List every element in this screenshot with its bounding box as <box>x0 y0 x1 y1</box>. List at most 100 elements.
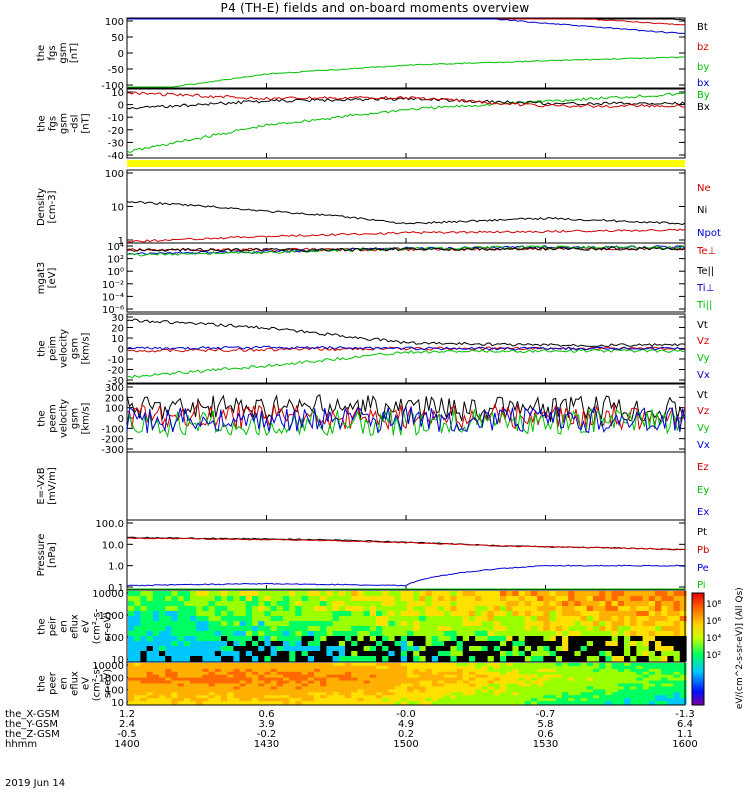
spectrogram-cell <box>599 601 606 607</box>
spectrogram-cell <box>221 606 228 612</box>
spectrogram-cell <box>183 606 191 612</box>
spectrogram-cell <box>345 606 352 612</box>
spectrogram-cell <box>326 616 334 622</box>
spectrogram-cell <box>351 689 358 693</box>
spectrogram-cell <box>233 663 241 667</box>
spectrogram-cell <box>134 656 141 662</box>
spectrogram-cell <box>214 680 222 685</box>
spectrogram-cell <box>171 668 179 673</box>
spectrogram-cell <box>326 663 334 667</box>
spectrogram-cell <box>543 674 551 679</box>
spectrogram-cell <box>630 677 637 682</box>
spectrogram-cell <box>431 698 439 702</box>
spectrogram-cell <box>214 683 222 687</box>
spectrogram-cell <box>493 626 501 632</box>
spectrogram-cell <box>264 663 272 667</box>
spectrogram-cell <box>208 631 216 637</box>
spectrogram-cell <box>599 668 606 673</box>
spectrogram-cell <box>444 671 451 676</box>
spectrogram-cell <box>667 641 675 647</box>
spectrogram-cell <box>574 689 582 693</box>
spectrogram-cell <box>190 689 197 693</box>
spectrogram-cell <box>537 686 544 690</box>
spectrogram-cell <box>624 686 631 690</box>
spectrogram-cell <box>431 616 439 622</box>
spectrogram-cell <box>146 698 154 702</box>
spectrogram-cell <box>407 636 414 642</box>
spectrogram-cell <box>673 671 681 676</box>
spectrogram-cell <box>462 680 470 685</box>
spectrogram-cell <box>128 686 135 690</box>
spectrogram-cell <box>450 680 458 685</box>
spectrogram-cell <box>289 596 296 602</box>
spectrogram-cell <box>537 668 544 673</box>
spectrogram-cell <box>258 674 265 679</box>
spectrogram-cell <box>506 616 513 622</box>
spectrogram-cell <box>357 674 365 679</box>
spectrogram-cell <box>165 591 172 597</box>
spectrogram-cell <box>146 626 154 632</box>
spectrogram-cell <box>376 686 383 690</box>
spectrogram-cell <box>320 616 327 622</box>
spectrogram-cell <box>487 677 495 682</box>
spectrogram-cell <box>611 601 619 607</box>
spectrogram-cell <box>357 665 365 670</box>
spectrogram-cell <box>568 689 575 693</box>
spectrogram-cell <box>351 698 358 702</box>
spectrogram-cell <box>438 626 445 632</box>
spectrogram-cell <box>233 606 241 612</box>
spectrogram-cell <box>314 656 321 662</box>
y-tick-label: 100 <box>105 686 124 697</box>
spectrogram-cell <box>655 695 662 699</box>
spectrogram-cell <box>531 689 538 693</box>
spectrogram-cell <box>152 683 160 687</box>
spectrogram-cell <box>270 651 278 657</box>
spectrogram-cell <box>549 689 557 693</box>
spectrogram-cell <box>214 686 222 690</box>
y-tick-label: 0.1 <box>108 583 124 594</box>
legend-bx: bx <box>697 78 709 89</box>
spectrogram-cell <box>351 677 358 682</box>
spectrogram-cell <box>605 646 613 652</box>
spectrogram-cell <box>221 665 228 670</box>
spectrogram-cell <box>456 677 464 682</box>
spectrogram-cell <box>555 695 563 699</box>
spectrogram-cell <box>431 671 439 676</box>
spectrogram-cell <box>357 636 365 642</box>
spectrogram-cell <box>388 689 396 693</box>
spectrogram-cell <box>289 686 296 690</box>
spectrogram-cell <box>419 626 427 632</box>
spectrogram-cell <box>456 631 464 637</box>
spectrogram-cell <box>456 698 464 702</box>
spectrogram-cell <box>630 606 637 612</box>
spectrogram-cell <box>221 646 228 652</box>
spectrogram-cell <box>407 668 414 673</box>
spectrogram-cell <box>655 698 662 702</box>
x-tick-label: 6.4 <box>677 719 693 730</box>
spectrogram-cell <box>462 601 470 607</box>
spectrogram-cell <box>258 601 265 607</box>
spectrogram-cell <box>512 591 520 597</box>
spectrogram-cell <box>270 668 278 673</box>
spectrogram-cell <box>233 636 241 642</box>
spectrogram-cell <box>183 695 191 699</box>
spectrogram-cell <box>462 692 470 696</box>
spectrogram-cell <box>221 680 228 685</box>
spectrogram-cell <box>326 698 334 702</box>
spectrogram-cell <box>345 636 352 642</box>
spectrogram-cell <box>152 616 160 622</box>
spectrogram-cell <box>165 674 172 679</box>
spectrogram-cell <box>456 646 464 652</box>
spectrogram-cell <box>283 663 290 667</box>
spectrogram-cell <box>599 689 606 693</box>
spectrogram-cell <box>165 631 172 637</box>
spectrogram-cell <box>134 591 141 597</box>
spectrogram-cell <box>624 665 631 670</box>
spectrogram-cell <box>438 701 445 705</box>
spectrogram-cell <box>574 665 582 670</box>
spectrogram-cell <box>152 695 160 699</box>
spectrogram-cell <box>661 701 668 705</box>
spectrogram-cell <box>518 683 526 687</box>
spectrogram-cell <box>245 651 253 657</box>
spectrogram-cell <box>332 591 340 597</box>
